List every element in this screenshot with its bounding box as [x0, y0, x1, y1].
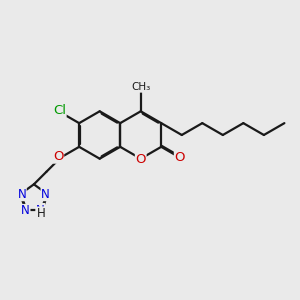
Text: N: N	[41, 188, 50, 201]
Text: O: O	[136, 153, 146, 167]
Text: CH₃: CH₃	[131, 82, 150, 92]
Text: N: N	[36, 203, 45, 217]
Text: N: N	[17, 188, 26, 201]
Text: O: O	[175, 151, 185, 164]
Text: Cl: Cl	[53, 103, 66, 117]
Text: N: N	[21, 205, 30, 218]
Text: O: O	[53, 150, 64, 163]
Text: H: H	[36, 207, 45, 220]
